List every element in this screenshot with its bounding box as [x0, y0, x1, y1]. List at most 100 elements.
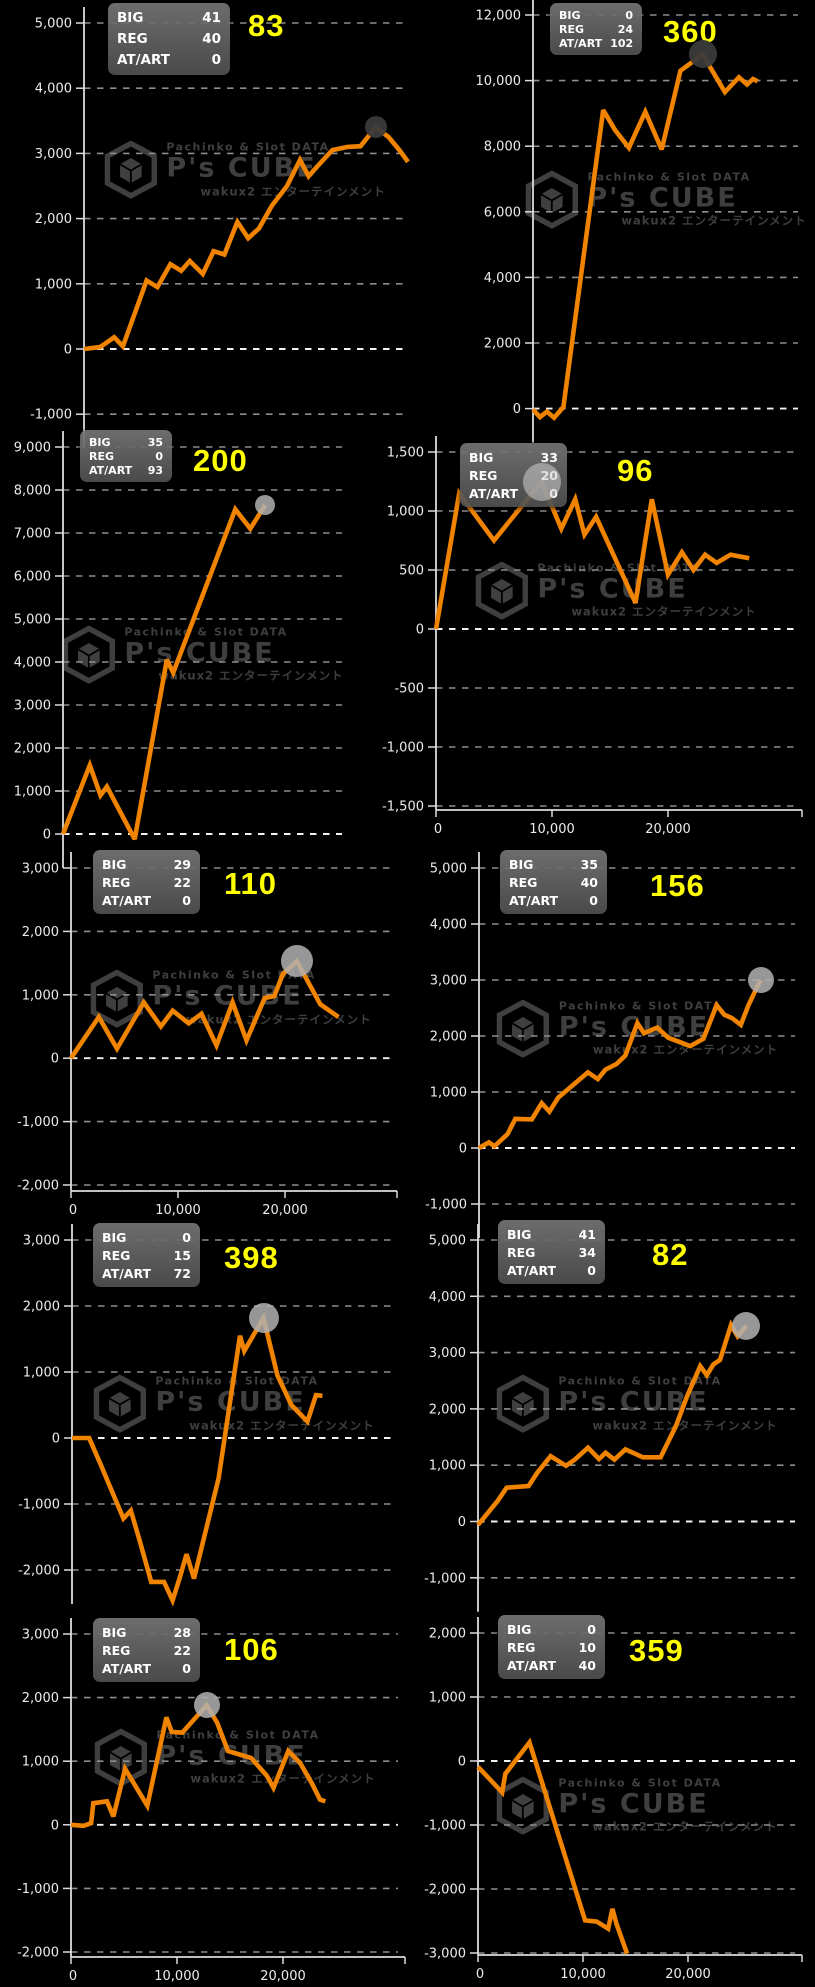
slot-machine-chart-cell[interactable]: Pachinko & Slot DATA P's CUBE wakux2 エンターテ… — [408, 850, 815, 1238]
y-tick-label: 8,000 — [14, 484, 51, 499]
legend-row: REG 40 — [509, 875, 598, 890]
headline-number: 82 — [652, 1237, 689, 1272]
legend-label: REG — [507, 1244, 536, 1260]
y-tick-label: 1,500 — [387, 446, 424, 461]
slot-machine-chart-cell[interactable]: Pachinko & Slot DATA P's CUBE wakux2 エンターテ… — [0, 850, 408, 1230]
x-tick-label: 20,000 — [262, 1203, 308, 1218]
y-tick-label: -500 — [394, 682, 424, 697]
headline-number: 106 — [224, 1632, 279, 1667]
bonus-count-legend: BIG 41 REG 40 AT/ART 0 — [108, 3, 230, 75]
x-tick-label: 20,000 — [645, 822, 691, 837]
legend-label: AT/ART — [102, 1265, 152, 1281]
y-tick-label: 0 — [51, 1052, 59, 1067]
chart-plot: 12,000 10,000 8,000 6,000 4,000 2,000 0 — [476, 0, 798, 443]
legend-value: 10 — [578, 1639, 596, 1655]
y-tick-label: 500 — [399, 564, 424, 579]
y-tick-label: 1,000 — [14, 785, 51, 800]
payout-line-series — [70, 1701, 327, 1829]
payout-line-series — [531, 51, 759, 422]
slot-machine-chart-cell[interactable]: Pachinko & Slot DATA P's CUBE wakux2 エンターテ… — [408, 1220, 815, 1617]
y-tick-label: 1,000 — [22, 1755, 59, 1770]
y-tick-label: 2,000 — [429, 1402, 466, 1417]
bonus-count-legend: BIG 35 REG 0 AT/ART 93 — [80, 430, 172, 482]
y-tick-label: 4,000 — [430, 918, 467, 933]
y-tick-label: 2,000 — [35, 212, 72, 227]
bonus-count-legend: BIG 41 REG 34 AT/ART 0 — [498, 1220, 605, 1284]
legend-row: AT/ART 102 — [559, 37, 633, 50]
y-tick-label: 0 — [43, 828, 51, 843]
payout-line-series — [83, 124, 410, 352]
chart-plot: 5,000 4,000 3,000 2,000 1,000 0 -1,000 — [425, 852, 795, 1238]
headline-number: 359 — [629, 1633, 684, 1668]
y-tick-label: 1,000 — [429, 1691, 466, 1706]
legend-row: AT/ART 40 — [507, 1658, 596, 1673]
y-tick-label: 4,000 — [429, 1290, 466, 1305]
current-point-marker — [248, 1302, 279, 1333]
slot-machine-chart-cell[interactable]: Pachinko & Slot DATA P's CUBE wakux2 エンターテ… — [382, 425, 815, 850]
legend-value: 40 — [578, 1657, 596, 1673]
current-point-marker — [732, 1311, 761, 1340]
legend-value: 33 — [540, 449, 558, 465]
slot-machine-chart-cell[interactable]: Pachinko & Slot DATA P's CUBE wakux2 エンターテ… — [0, 425, 408, 868]
y-tick-label: 5,000 — [429, 1234, 466, 1249]
headline-number: 156 — [650, 868, 705, 903]
legend-label: AT/ART — [507, 1262, 557, 1278]
current-point-marker — [747, 967, 774, 993]
y-tick-label: 0 — [51, 1818, 59, 1833]
chart-plot: 3,000 2,000 1,000 0 -1,000 -2,000 0 10,000 20,00… — [17, 852, 398, 1218]
legend-value: 0 — [155, 449, 163, 463]
legend-row: BIG 0 — [559, 9, 633, 22]
payout-line-series — [476, 1737, 630, 1955]
y-tick-label: 0 — [64, 343, 72, 358]
y-tick-label: 1,000 — [430, 1086, 467, 1101]
chart-plot: 1,500 1,000 500 0 -500 -1,000 -1,500 0 10,000 20,… — [382, 436, 803, 837]
slot-machine-chart-cell[interactable]: Pachinko & Slot DATA P's CUBE wakux2 エンターテ… — [0, 1617, 408, 1987]
legend-label: AT/ART — [102, 1660, 152, 1676]
y-tick-label: 0 — [458, 1515, 466, 1530]
y-tick-label: -1,000 — [17, 1115, 59, 1130]
legend-row: REG 34 — [507, 1245, 596, 1260]
slot-machine-chart-cell[interactable]: Pachinko & Slot DATA P's CUBE wakux2 エンターテ… — [0, 0, 410, 449]
legend-value: 0 — [211, 51, 221, 68]
x-tick-label: 0 — [476, 1967, 484, 1982]
slot-machine-chart-cell[interactable]: Pachinko & Slot DATA P's CUBE wakux2 エンターテ… — [408, 0, 815, 443]
y-tick-label: 0 — [458, 1755, 466, 1770]
slot-machine-chart-cell[interactable]: Pachinko & Slot DATA P's CUBE wakux2 エンターテ… — [408, 1615, 815, 1987]
legend-value: 0 — [182, 892, 191, 908]
legend-row: AT/ART 0 — [507, 1263, 596, 1278]
legend-label: AT/ART — [469, 485, 519, 501]
y-tick-label: 2,000 — [23, 1300, 60, 1315]
y-tick-label: 0 — [52, 1432, 60, 1447]
y-tick-label: 1,000 — [23, 1366, 60, 1381]
legend-row: REG 40 — [117, 31, 221, 47]
chart-plot: 9,000 8,000 7,000 6,000 5,000 4,000 3,000 2,000… — [14, 431, 342, 868]
legend-row: BIG 0 — [507, 1622, 596, 1637]
headline-number: 200 — [193, 443, 248, 478]
payout-line-series — [476, 1319, 749, 1527]
y-tick-label: 0 — [416, 623, 424, 638]
legend-value: 35 — [147, 435, 163, 449]
slot-machine-chart-cell[interactable]: Pachinko & Slot DATA P's CUBE wakux2 エンターテ… — [0, 1223, 408, 1617]
y-tick-label: 0 — [459, 1142, 467, 1157]
y-tick-label: 10,000 — [476, 74, 522, 89]
legend-row: REG 15 — [102, 1248, 191, 1263]
legend-value: 0 — [625, 8, 633, 22]
legend-label: REG — [507, 1639, 536, 1655]
x-tick-label: 0 — [434, 822, 442, 837]
y-tick-label: 5,000 — [430, 862, 467, 877]
y-tick-label: 2,000 — [430, 1030, 467, 1045]
y-tick-label: -1,000 — [17, 1882, 59, 1897]
payout-line-series — [60, 503, 268, 841]
legend-row: AT/ART 0 — [117, 52, 221, 68]
legend-value: 0 — [587, 1262, 596, 1278]
legend-label: BIG — [89, 435, 111, 449]
headline-number: 110 — [224, 866, 278, 901]
y-tick-label: 9,000 — [14, 441, 51, 456]
x-tick-label: 20,000 — [665, 1967, 711, 1982]
legend-row: BIG 29 — [102, 857, 191, 872]
legend-row: BIG 33 — [469, 450, 558, 465]
legend-label: REG — [102, 1247, 131, 1263]
bonus-count-legend: BIG 0 REG 15 AT/ART 72 — [93, 1223, 200, 1287]
legend-row: AT/ART 0 — [509, 893, 598, 908]
